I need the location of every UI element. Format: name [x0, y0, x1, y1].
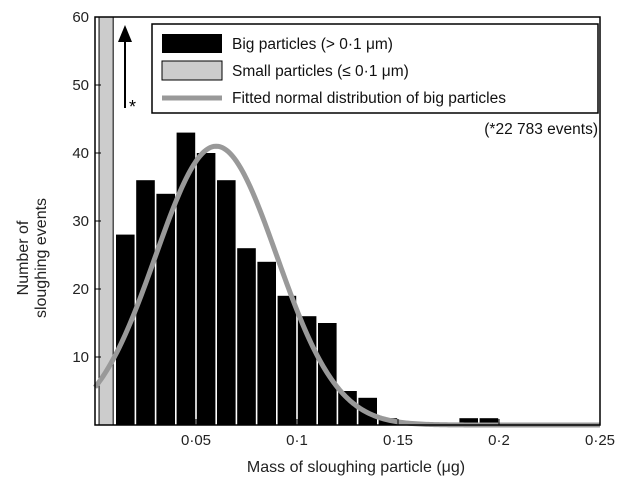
legend-swatch-big: [162, 34, 222, 53]
bars-layer: [116, 132, 499, 425]
histogram-bar: [257, 261, 276, 425]
histogram-bar: [237, 248, 256, 425]
x-tick-label: 0·25: [585, 432, 615, 449]
x-tick-label: 0·2: [488, 432, 510, 449]
x-tick-label: 0·15: [383, 432, 413, 449]
y-tick-label: 20: [72, 281, 89, 298]
histogram-bar: [459, 418, 478, 425]
legend: Big particles (> 0·1 μm) Small particles…: [151, 23, 599, 114]
events-note: (*22 783 events): [484, 121, 598, 138]
x-tick-label: 0·1: [286, 432, 308, 449]
histogram-bar: [196, 153, 216, 425]
histogram-bar: [217, 180, 236, 425]
x-axis-label: Mass of sloughing particle (μg): [247, 459, 465, 476]
arrow-head: [118, 25, 132, 42]
y-tick-label: 30: [72, 213, 89, 230]
arrow-asterisk: *: [129, 97, 136, 117]
histogram-bar: [479, 418, 499, 425]
histogram-bar: [156, 193, 175, 425]
overflow-arrow: *: [118, 25, 136, 117]
x-tick-label: 0·05: [181, 432, 211, 449]
legend-box: [151, 23, 599, 114]
y-axis-label-line-1: Number of: [15, 220, 32, 295]
y-axis-label: Number of sloughing events: [15, 198, 50, 318]
ticks-layer: 0·05 0·1 0·15 0·2 0·25 10 20 30 40 50 60: [72, 9, 615, 449]
y-axis-label-line-2: sloughing events: [33, 198, 50, 318]
legend-swatch-small: [161, 60, 223, 81]
legend-label-big: Big particles (> 0·1 μm): [232, 36, 393, 53]
legend-label-small: Small particles (≤ 0·1 μm): [232, 63, 409, 80]
y-tick-label: 10: [72, 349, 89, 366]
y-tick-label: 40: [72, 145, 89, 162]
y-tick-label: 60: [72, 9, 89, 26]
histogram-bar: [277, 295, 297, 425]
legend-label-curve: Fitted normal distribution of big partic…: [232, 90, 506, 107]
histogram-bar: [136, 180, 155, 425]
y-tick-label: 50: [72, 77, 89, 94]
histogram-bar: [176, 132, 196, 425]
